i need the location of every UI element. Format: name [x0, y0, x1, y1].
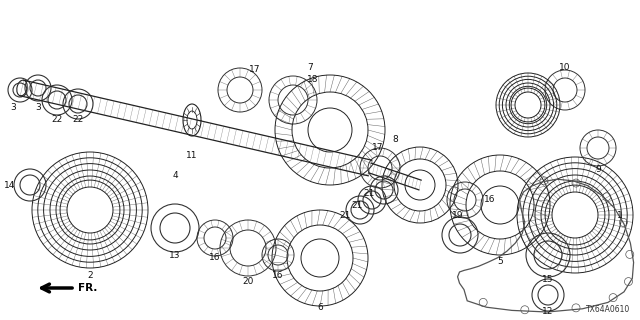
Text: 3: 3 [35, 103, 41, 113]
Text: 2: 2 [87, 270, 93, 279]
Text: 6: 6 [317, 303, 323, 313]
Text: 17: 17 [372, 143, 384, 153]
Text: 15: 15 [542, 276, 554, 284]
Text: 1: 1 [617, 211, 623, 220]
Text: 19: 19 [452, 211, 464, 220]
Text: 11: 11 [186, 150, 198, 159]
Text: 22: 22 [51, 116, 63, 124]
Text: 21: 21 [364, 188, 374, 197]
Text: FR.: FR. [78, 283, 97, 293]
Text: 10: 10 [559, 63, 571, 73]
Text: 21: 21 [351, 201, 363, 210]
Text: 8: 8 [392, 135, 398, 145]
Text: 12: 12 [542, 308, 554, 316]
Text: 16: 16 [484, 196, 496, 204]
Text: 13: 13 [169, 251, 180, 260]
Text: 14: 14 [4, 180, 16, 189]
Text: 22: 22 [72, 116, 84, 124]
Text: TX64A0610: TX64A0610 [586, 305, 630, 314]
Text: 5: 5 [497, 258, 503, 267]
Text: 21: 21 [339, 211, 351, 220]
Text: 3: 3 [10, 103, 16, 113]
Text: 4: 4 [172, 171, 178, 180]
Text: 17: 17 [249, 66, 260, 75]
Text: 16: 16 [209, 253, 221, 262]
Text: 20: 20 [243, 277, 253, 286]
Text: 18: 18 [307, 76, 319, 84]
Text: 9: 9 [595, 165, 601, 174]
Text: 7: 7 [307, 63, 313, 73]
Text: 16: 16 [272, 270, 284, 279]
